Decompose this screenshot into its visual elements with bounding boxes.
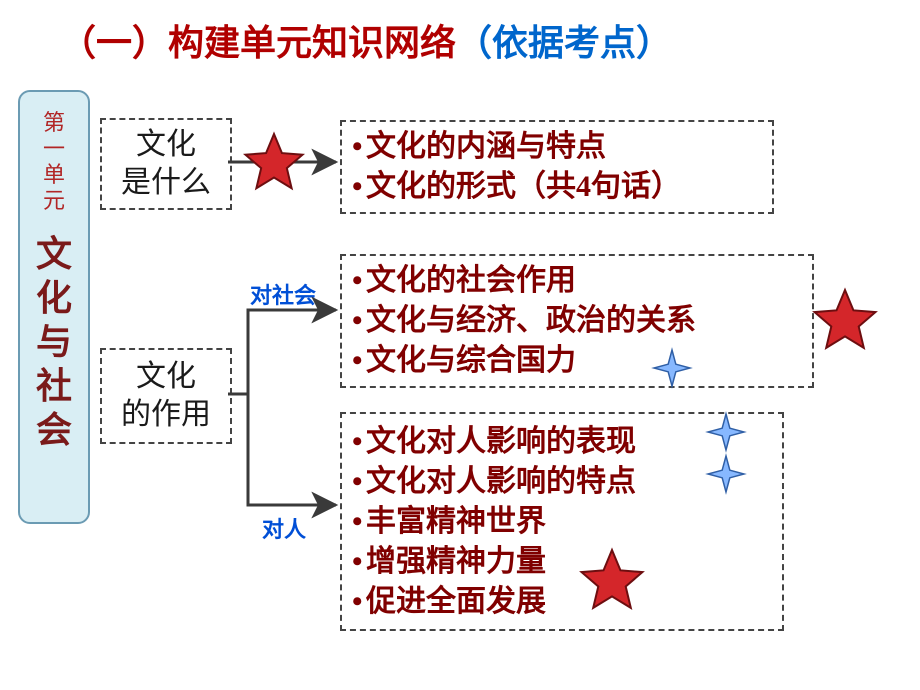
node-role-line1: 文化	[136, 360, 196, 393]
content-people-text: 丰富精神世界	[366, 505, 546, 538]
sidebar-unit-char: 元	[20, 188, 88, 214]
node-what-label: 文化 是什么	[121, 126, 211, 202]
edge-label-people: 对人	[262, 512, 306, 544]
sidebar-unit-label: 第 一 单 元	[20, 92, 88, 214]
content-what-text: 文化的内涵与特点	[366, 130, 606, 163]
page-title: （一）构建单元知识网络（依据考点）	[60, 14, 672, 66]
content-people-list: •文化对人影响的表现 •文化对人影响的特点 •丰富精神世界 •增强精神力量 •促…	[342, 418, 782, 626]
content-society-text: 文化的社会作用	[366, 264, 576, 297]
sidebar-unit-char: 单	[20, 162, 88, 188]
sidebar-topic-char: 化	[20, 276, 88, 320]
slide-root: （一）构建单元知识网络（依据考点） 第 一 单 元 文 化 与 社 会 文化 是…	[0, 0, 920, 690]
arrow-role-society	[228, 310, 336, 394]
content-what-list: •文化的内涵与特点 •文化的形式（共4句话）	[342, 123, 772, 211]
sidebar-topic-char: 与	[20, 320, 88, 364]
content-society-item: •文化与综合国力	[352, 341, 802, 381]
content-people-text: 促进全面发展	[366, 585, 546, 618]
content-society-item: •文化与经济、政治的关系	[352, 301, 802, 341]
title-part2: （依据考点）	[456, 23, 672, 63]
content-society-box: •文化的社会作用 •文化与经济、政治的关系 •文化与综合国力	[340, 254, 814, 388]
node-what: 文化 是什么	[100, 118, 232, 210]
title-part1: （一）构建单元知识网络	[60, 23, 456, 63]
content-what-item: •文化的形式（共4句话）	[352, 167, 762, 207]
sidebar-unit-char: 第	[20, 110, 88, 136]
content-society-text: 文化与综合国力	[366, 344, 576, 377]
arrow-role-people	[228, 394, 336, 505]
star-icon	[245, 134, 302, 188]
sidebar-unit-char: 一	[20, 136, 88, 162]
content-people-text: 文化对人影响的特点	[366, 465, 636, 498]
content-what-box: •文化的内涵与特点 •文化的形式（共4句话）	[340, 120, 774, 214]
sidebar-unit-box: 第 一 单 元 文 化 与 社 会	[18, 90, 90, 524]
content-what-text: 文化的形式（共4句话）	[366, 170, 681, 203]
content-people-item: •丰富精神世界	[352, 502, 772, 542]
content-people-item: •文化对人影响的表现	[352, 422, 772, 462]
content-society-text: 文化与经济、政治的关系	[366, 304, 696, 337]
sidebar-topic-char: 社	[20, 364, 88, 408]
edge-label-society: 对社会	[250, 278, 316, 310]
content-people-item: •文化对人影响的特点	[352, 462, 772, 502]
node-role: 文化 的作用	[100, 348, 232, 444]
content-people-item: •促进全面发展	[352, 582, 772, 622]
node-role-label: 文化 的作用	[121, 358, 211, 434]
node-role-line2: 的作用	[121, 398, 211, 431]
content-society-item: •文化的社会作用	[352, 261, 802, 301]
content-what-item: •文化的内涵与特点	[352, 127, 762, 167]
sidebar-topic-char: 文	[20, 232, 88, 276]
content-people-item: •增强精神力量	[352, 542, 772, 582]
star-icon	[815, 290, 876, 348]
content-society-list: •文化的社会作用 •文化与经济、政治的关系 •文化与综合国力	[342, 257, 812, 385]
node-what-line1: 文化	[136, 128, 196, 161]
sidebar-topic-label: 文 化 与 社 会	[20, 214, 88, 452]
content-people-text: 增强精神力量	[366, 545, 546, 578]
content-people-text: 文化对人影响的表现	[366, 425, 636, 458]
content-people-box: •文化对人影响的表现 •文化对人影响的特点 •丰富精神世界 •增强精神力量 •促…	[340, 412, 784, 631]
node-what-line2: 是什么	[121, 166, 211, 199]
sidebar-topic-char: 会	[20, 408, 88, 452]
